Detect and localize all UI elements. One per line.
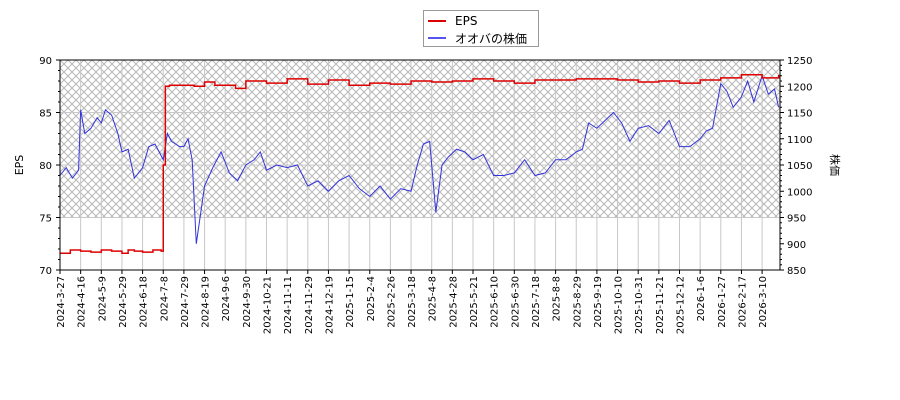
series-lines [59,73,780,254]
legend: EPS オオバの株価 [423,10,539,47]
x-tick-label: 2024-5-29 [118,276,129,328]
hatched-region [60,60,780,218]
x-tick-label: 2025-8-29 [572,276,583,328]
x-tick-label: 2024-9-6 [221,276,232,321]
x-tick-label: 2024-7-8 [159,276,170,321]
x-tick-label: 2026-1-27 [717,276,728,328]
left-axis-title: EPS [13,155,26,176]
right-axis-title: 株価 [828,154,842,176]
x-tick-label: 2025-2-4 [366,276,377,321]
x-tick-label: 2025-8-8 [552,276,563,321]
right-y-axis: 850 900 950 1000 1050 1100 1150 1200 1250 [780,56,812,277]
left-tick-label: 75 [39,214,52,225]
legend-item-price: オオバの株価 [428,31,528,46]
left-y-axis: 70 75 80 85 90 [39,56,60,277]
x-tick-label: 2025-6-30 [510,276,521,328]
x-tick-label: 2025-7-18 [531,276,542,328]
x-tick-label: 2024-8-19 [201,276,212,328]
x-tick-label: 2025-2-26 [386,276,397,328]
right-tick-label: 850 [787,266,806,277]
legend-label-eps: EPS [455,14,478,28]
x-tick-label: 2024-11-11 [283,276,294,334]
x-tick-label: 2024-4-16 [77,276,88,328]
x-tick-label: 2024-10-21 [263,276,274,334]
x-tick-label: 2025-4-28 [448,276,459,328]
x-tick-label: 2024-3-27 [56,276,67,328]
left-tick-label: 85 [39,109,52,120]
x-tick-label: 2024-11-29 [304,276,315,334]
right-tick-label: 1150 [787,109,812,120]
legend-label-price: オオバの株価 [455,31,528,46]
x-tick-label: 2025-6-10 [490,276,501,328]
x-axis: 2024-3-27 2024-4-16 2024-5-9 2024-5-29 2024-… [56,270,769,334]
eps-line-swatch-icon [428,20,446,22]
x-tick-label: 2024-12-19 [324,276,335,334]
price-line-swatch-icon [428,37,446,39]
right-tick-label: 1100 [787,135,812,146]
eps-series-line [60,73,780,254]
x-tick-label: 2024-6-18 [139,276,150,328]
right-tick-label: 1050 [787,161,812,172]
x-tick-label: 2025-4-8 [428,276,439,321]
x-tick-label: 2026-2-17 [737,276,748,328]
right-tick-label: 1250 [787,56,812,67]
x-tick-label: 2025-5-21 [469,276,480,328]
price-series-line [59,74,780,244]
x-tick-label: 2025-1-15 [345,276,356,328]
x-tick-label: 2026-3-10 [758,276,769,328]
left-tick-label: 80 [39,161,52,172]
x-tick-label: 2024-9-30 [242,276,253,328]
x-tick-label: 2025-12-12 [676,276,687,334]
x-tick-label: 2024-5-9 [97,276,108,321]
legend-item-eps: EPS [428,14,477,28]
x-tick-label: 2025-9-19 [593,276,604,328]
x-tick-label: 2026-1-6 [696,276,707,321]
right-tick-label: 1200 [787,82,812,93]
right-tick-label: 1000 [787,187,812,198]
right-tick-label: 950 [787,214,806,225]
left-tick-label: 90 [39,56,52,67]
right-tick-label: 900 [787,240,806,251]
x-tick-label: 2025-10-31 [634,276,645,334]
x-tick-label: 2025-10-10 [614,276,625,334]
left-tick-label: 70 [39,266,52,277]
x-tick-label: 2025-3-18 [407,276,418,328]
x-tick-label: 2024-7-29 [180,276,191,328]
x-tick-label: 2025-11-21 [655,276,666,334]
